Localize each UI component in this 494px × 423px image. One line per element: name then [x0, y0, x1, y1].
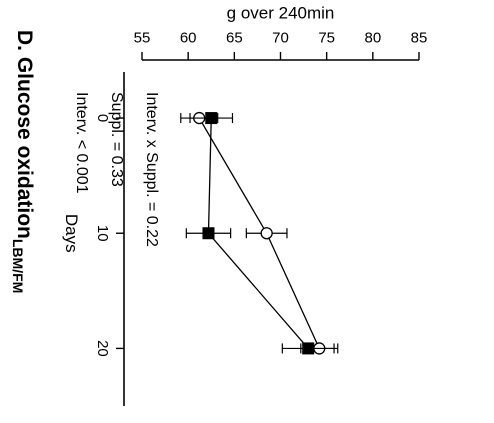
y-tick-label: 80	[364, 30, 381, 47]
stat-annotations: Interv. < 0.001 Suppl. = 0.33 Interv. x …	[73, 92, 160, 247]
series-2	[185, 112, 335, 355]
y-tick-label: 75	[318, 30, 335, 47]
chart-series	[180, 111, 339, 355]
data-point-square	[302, 342, 315, 355]
stat-annotation-3: Interv. x Suppl. = 0.22	[143, 92, 160, 247]
y-axis-ticks: 55 60 65 70 75 80 85	[134, 30, 428, 60]
y-axis-label: g over 240min	[227, 4, 335, 23]
x-axis-ticks: 0 10 20	[94, 114, 124, 357]
chart-title: D. Glucose oxidationLBM/FM	[10, 30, 36, 293]
stat-annotation-2: Suppl. = 0.33	[108, 92, 125, 187]
x-axis-label: Days	[62, 214, 81, 253]
data-point-square	[205, 112, 218, 125]
chart-title-main: D. Glucose oxidation	[13, 30, 36, 239]
chart-title-subscript: LBM/FM	[10, 239, 26, 293]
y-tick-label: 85	[411, 30, 428, 47]
y-tick-label: 60	[180, 30, 197, 47]
stat-annotation-1: Interv. < 0.001	[73, 92, 90, 194]
x-tick-label: 20	[94, 340, 111, 357]
x-tick-label: 0	[94, 114, 111, 122]
y-tick-label: 70	[272, 30, 289, 47]
data-point-circle	[260, 227, 273, 240]
x-tick-label: 10	[94, 225, 111, 242]
data-point-square	[202, 227, 215, 240]
y-tick-label: 55	[134, 30, 151, 47]
y-tick-label: 65	[226, 30, 243, 47]
